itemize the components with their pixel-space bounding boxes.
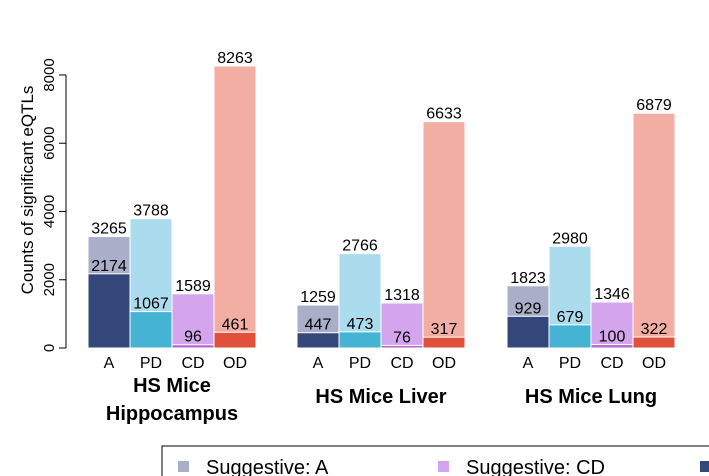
legend-entry-0: Suggestive: A: [206, 457, 329, 476]
bar-suggestive-0-OD: [213, 65, 257, 349]
label-significant-2-PD: 679: [557, 309, 584, 326]
label-suggestive-1-OD: 6633: [426, 106, 462, 123]
y-tick-label-0: 0: [41, 344, 58, 352]
y-tick-label-8000: 8000: [41, 58, 58, 91]
bar-significant-2-OD: [632, 336, 676, 349]
label-suggestive-0-A: 3265: [91, 221, 127, 238]
labels: 3265 2174 A 3788 1067 PD 1589 96 CD 8263 461 OD HS M…: [91, 50, 672, 425]
category-label-1-PD: PD: [349, 355, 371, 372]
label-significant-0-OD: 461: [222, 316, 249, 333]
bar-significant-2-PD: [548, 324, 592, 349]
legend-swatch-0: [178, 461, 189, 472]
label-significant-1-CD: 76: [393, 329, 411, 346]
legend-box: [161, 445, 709, 476]
label-significant-0-PD: 1067: [133, 296, 169, 313]
label-significant-0-CD: 96: [184, 329, 202, 346]
label-significant-1-A: 447: [305, 317, 332, 334]
category-label-1-OD: OD: [432, 355, 456, 372]
category-label-2-A: A: [523, 355, 534, 372]
y-axis: 0 2000 4000 6000 8000: [41, 58, 67, 352]
bar-significant-0-A: [87, 273, 131, 349]
group-label-0-line2: Hippocampus: [106, 403, 238, 425]
label-suggestive-1-A: 1259: [300, 289, 336, 306]
category-label-0-CD: CD: [181, 355, 204, 372]
y-axis-label: Counts of significant eQTLs: [18, 86, 37, 295]
label-significant-1-OD: 317: [431, 321, 458, 338]
category-label-2-OD: OD: [642, 355, 666, 372]
label-suggestive-2-PD: 2980: [552, 230, 588, 247]
label-significant-0-A: 2174: [91, 258, 127, 275]
label-suggestive-1-PD: 2766: [342, 238, 378, 255]
category-label-0-OD: OD: [223, 355, 247, 372]
category-label-1-CD: CD: [390, 355, 413, 372]
bar-significant-1-OD: [422, 336, 466, 349]
group-label-2: HS Mice Lung: [525, 386, 657, 408]
label-significant-2-OD: 322: [641, 321, 668, 338]
label-significant-2-CD: 100: [599, 329, 626, 346]
category-label-2-CD: CD: [600, 355, 623, 372]
y-tick-label-4000: 4000: [41, 195, 58, 228]
legend-swatch-partial: [700, 461, 709, 472]
y-tick-label-2000: 2000: [41, 263, 58, 296]
legend-entry-1: Suggestive: CD: [466, 457, 605, 476]
category-label-0-A: A: [104, 355, 115, 372]
bar-suggestive-1-OD: [422, 121, 466, 349]
label-suggestive-2-CD: 1346: [594, 286, 630, 303]
label-significant-1-PD: 473: [347, 316, 374, 333]
label-significant-2-A: 929: [515, 300, 542, 317]
bar-significant-0-PD: [129, 311, 173, 349]
category-label-2-PD: PD: [559, 355, 581, 372]
label-suggestive-0-CD: 1589: [175, 278, 211, 295]
label-suggestive-0-PD: 3788: [133, 203, 169, 220]
label-suggestive-1-CD: 1318: [384, 287, 420, 304]
bars: [87, 65, 676, 349]
bar-significant-1-PD: [338, 331, 382, 349]
y-tick-label-6000: 6000: [41, 127, 58, 160]
group-label-1: HS Mice Liver: [315, 386, 446, 408]
category-label-1-A: A: [313, 355, 324, 372]
bar-significant-2-A: [506, 315, 550, 349]
bar-significant-1-A: [296, 332, 340, 349]
bar-suggestive-2-OD: [632, 112, 676, 349]
bar-significant-0-OD: [213, 331, 257, 349]
legend-swatch-1: [438, 461, 449, 472]
legend: Suggestive: A Suggestive: CD: [161, 445, 709, 476]
group-label-0-line1: HS Mice: [133, 375, 211, 397]
label-suggestive-2-OD: 6879: [636, 97, 672, 114]
label-suggestive-2-A: 1823: [510, 270, 546, 287]
category-label-0-PD: PD: [140, 355, 162, 372]
label-suggestive-0-OD: 8263: [217, 50, 253, 67]
